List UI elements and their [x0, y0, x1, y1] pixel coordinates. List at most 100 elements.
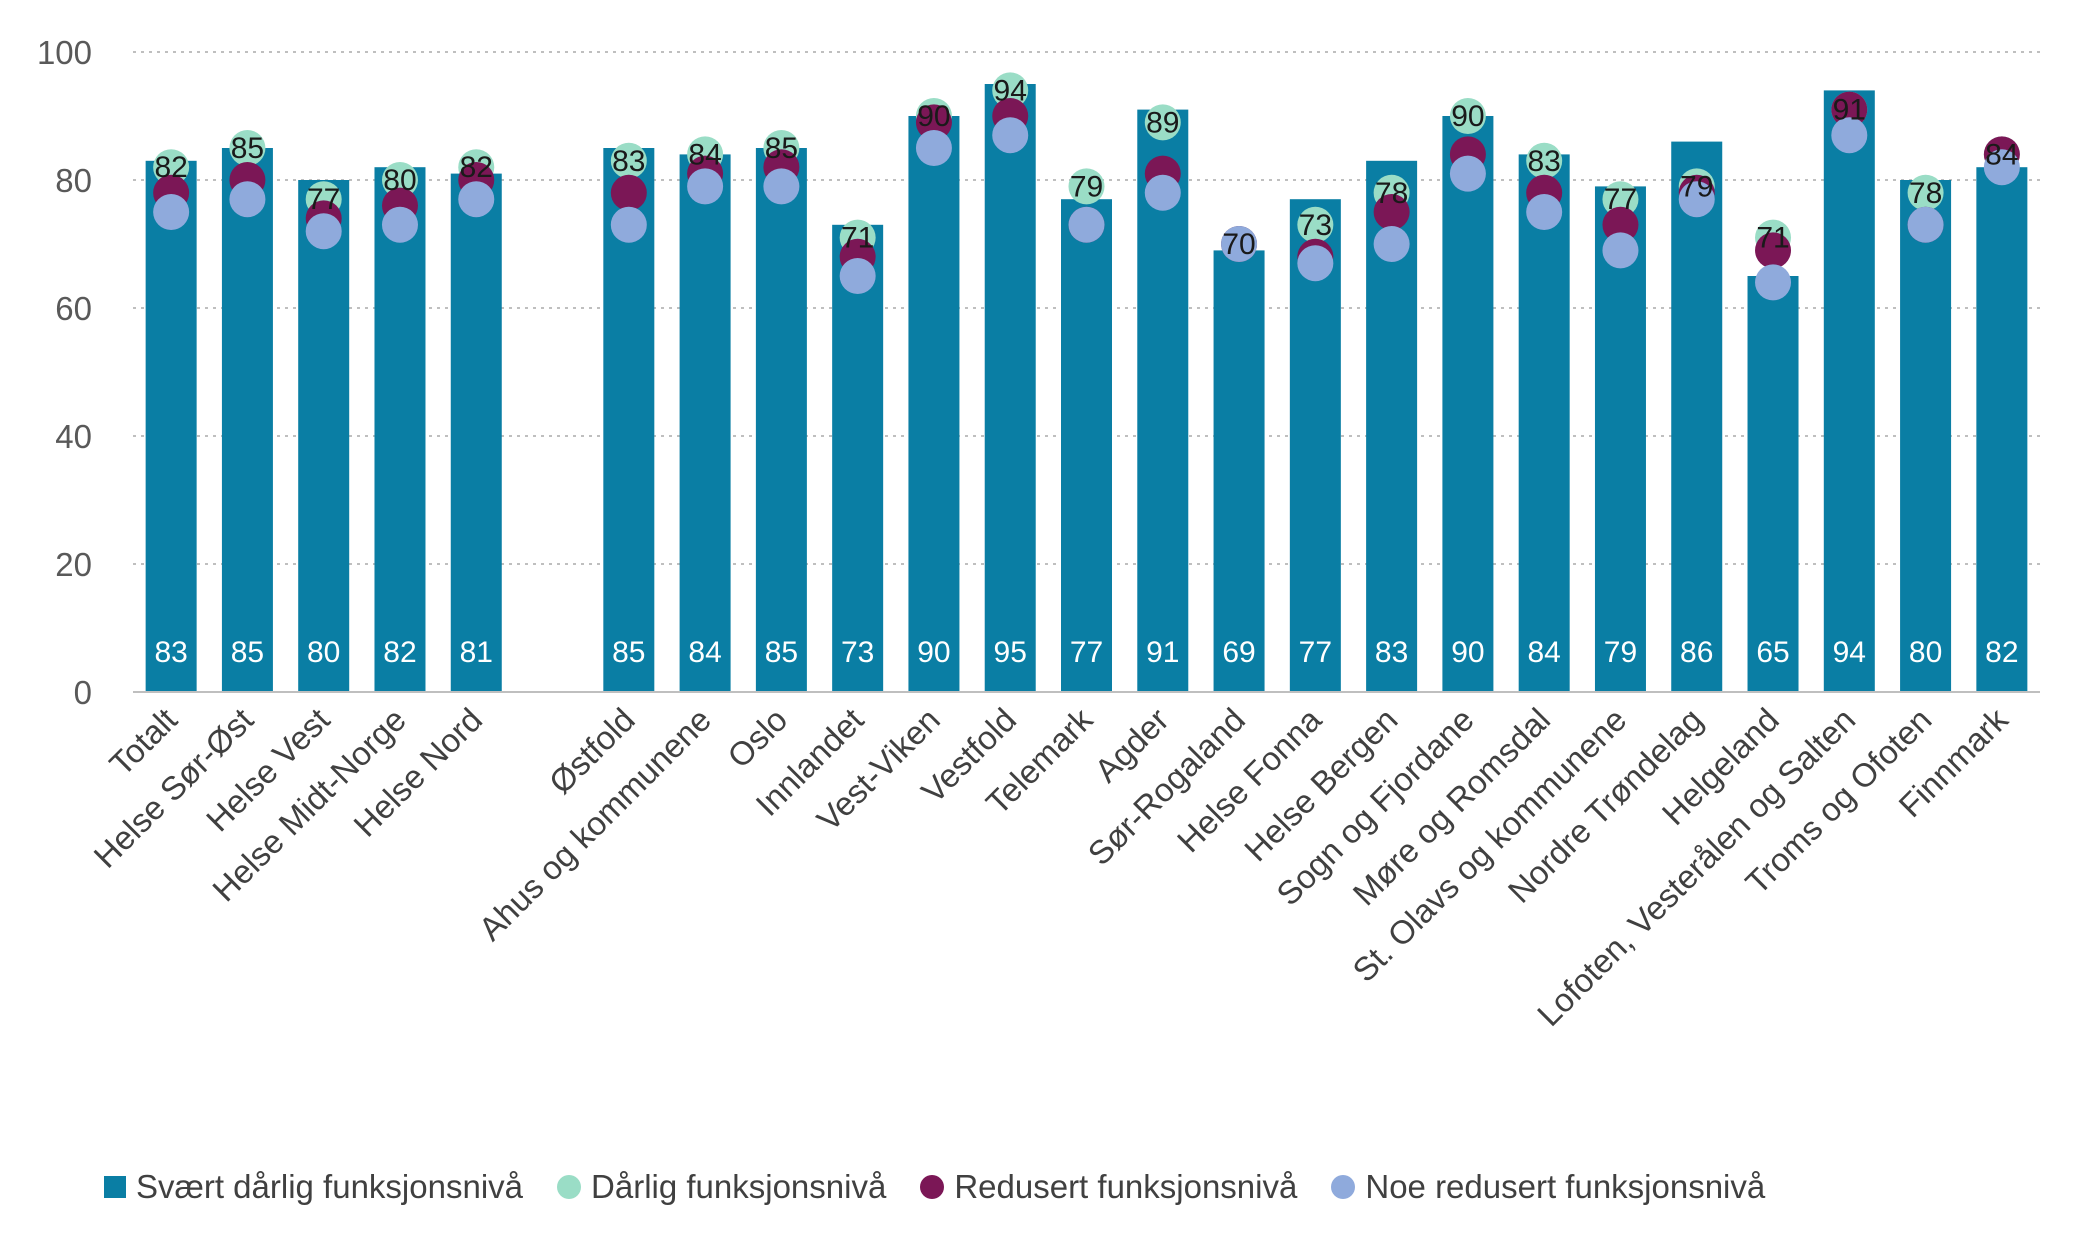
marker-value-label: 82: [154, 151, 187, 184]
marker-value-label: 85: [765, 132, 798, 165]
marker-darlig: [1526, 142, 1563, 179]
marker-value-label: 85: [231, 132, 264, 165]
bar: [1213, 250, 1265, 692]
marker-value-label: 73: [1299, 209, 1332, 242]
bar-value-label: 84: [688, 636, 721, 669]
bar: [1823, 90, 1875, 692]
bar-value-label: 91: [1146, 636, 1179, 669]
bar: [1976, 167, 2028, 692]
bar-value-label: 69: [1222, 636, 1255, 669]
bar-value-label: 82: [383, 636, 416, 669]
bar: [755, 148, 807, 692]
marker-noe-redusert: [458, 181, 495, 218]
marker-value-label: 78: [1909, 177, 1942, 210]
marker-value-label: 90: [1451, 100, 1484, 133]
legend-item-noe-redusert: Noe redusert funksjonsnivå: [1331, 1168, 1765, 1206]
marker-noe-redusert: [153, 194, 190, 230]
bar-value-label: 86: [1680, 636, 1713, 669]
bar-value-label: 90: [1451, 636, 1484, 669]
marker-redusert: [915, 104, 952, 141]
marker-value-label: 79: [1070, 170, 1103, 203]
marker-noe-redusert: [1373, 226, 1410, 262]
bar: [1671, 141, 1723, 693]
bar-value-label: 83: [154, 636, 187, 669]
marker-noe-redusert: [305, 213, 342, 250]
marker-noe-redusert: [1602, 232, 1639, 269]
bar-value-label: 90: [917, 636, 950, 669]
marker-noe-redusert: [915, 130, 952, 166]
marker-noe-redusert: [1449, 155, 1486, 192]
bar-value-label: 80: [1909, 636, 1942, 669]
marker-value-label: 79: [1680, 170, 1713, 203]
bar: [1061, 199, 1112, 692]
marker-darlig: [992, 72, 1029, 109]
marker-darlig: [1907, 174, 1944, 211]
marker-noe-redusert: [763, 168, 800, 205]
bar-value-label: 81: [460, 636, 493, 669]
legend-swatch-darlig: [557, 1175, 582, 1199]
marker-value-label: 80: [383, 164, 416, 197]
marker-darlig: [1144, 104, 1181, 141]
marker-darlig: [1449, 98, 1486, 134]
marker-value-label: 84: [1985, 138, 2018, 171]
bar: [374, 167, 426, 692]
bar-value-label: 65: [1756, 636, 1789, 669]
y-tick-label: 60: [55, 290, 92, 327]
marker-value-label: 91: [1833, 94, 1866, 127]
marker-value-label: 71: [1756, 222, 1789, 255]
legend-label-darlig: Dårlig funksjonsnivå: [591, 1168, 887, 1205]
marker-noe-redusert: [381, 206, 418, 243]
marker-noe-redusert: [1983, 149, 2020, 186]
marker-redusert: [1831, 91, 1868, 128]
marker-redusert: [1755, 232, 1792, 269]
bar-value-label: 85: [612, 636, 645, 669]
legend-swatch-svaert-darlig: [104, 1176, 126, 1198]
marker-value-label: 78: [1375, 177, 1408, 210]
bar: [298, 180, 350, 692]
bar: [984, 84, 1036, 692]
y-tick-label: 40: [55, 418, 92, 455]
marker-darlig: [1602, 181, 1639, 218]
y-tick-label: 80: [55, 162, 92, 199]
marker-noe-redusert: [1755, 264, 1792, 301]
bar-value-label: 82: [1985, 636, 2018, 669]
marker-redusert: [610, 174, 647, 211]
marker-noe-redusert: [610, 206, 647, 243]
y-tick-label: 20: [55, 546, 92, 583]
chart: 0 20 40 60 80 100 83 85 80 82 81 85 84 85 73 90 95 77 91 69…: [37, 34, 2040, 1033]
bar-value-label: 77: [1299, 636, 1332, 669]
legend-label-redusert: Redusert funksjonsnivå: [954, 1168, 1298, 1205]
marker-value-label: 82: [460, 151, 493, 184]
marker-noe-redusert: [992, 117, 1029, 154]
marker-noe-redusert: [1068, 206, 1105, 243]
bar: [221, 148, 273, 692]
bar-value-label: 83: [1375, 636, 1408, 669]
bar-value-label: 95: [994, 636, 1027, 669]
legend-item-svaert-darlig: Svært dårlig funksjonsnivå: [104, 1168, 523, 1206]
bar: [1747, 276, 1799, 692]
marker-darlig: [1068, 168, 1105, 205]
legend-label-noe-redusert: Noe redusert funksjonsnivå: [1365, 1168, 1766, 1205]
marker-value-label: 83: [1527, 145, 1560, 178]
marker-noe-redusert: [1678, 181, 1715, 218]
bar: [145, 160, 197, 693]
marker-darlig: [153, 149, 190, 186]
marker-darlig: [1297, 206, 1334, 243]
legend-swatch-noe-redusert: [1331, 1175, 1356, 1199]
bar: [908, 116, 960, 692]
marker-noe-redusert: [1526, 194, 1563, 230]
marker-noe-redusert: [1907, 206, 1944, 243]
y-tick-label: 0: [74, 674, 92, 711]
marker-value-label: 90: [917, 100, 950, 133]
bar: [679, 154, 731, 692]
bar-value-label: 80: [307, 636, 340, 669]
bar: [1289, 199, 1341, 692]
bar-value-label: 77: [1070, 636, 1103, 669]
bar-value-label: 73: [841, 636, 874, 669]
marker-value-label: 77: [307, 183, 340, 216]
marker-value-label: 77: [1604, 183, 1637, 216]
marker-darlig: [229, 130, 266, 166]
legend-label-svaert-darlig: Svært dårlig funksjonsnivå: [136, 1168, 524, 1205]
marker-redusert: [1373, 194, 1410, 230]
y-tick-label: 100: [37, 34, 92, 71]
